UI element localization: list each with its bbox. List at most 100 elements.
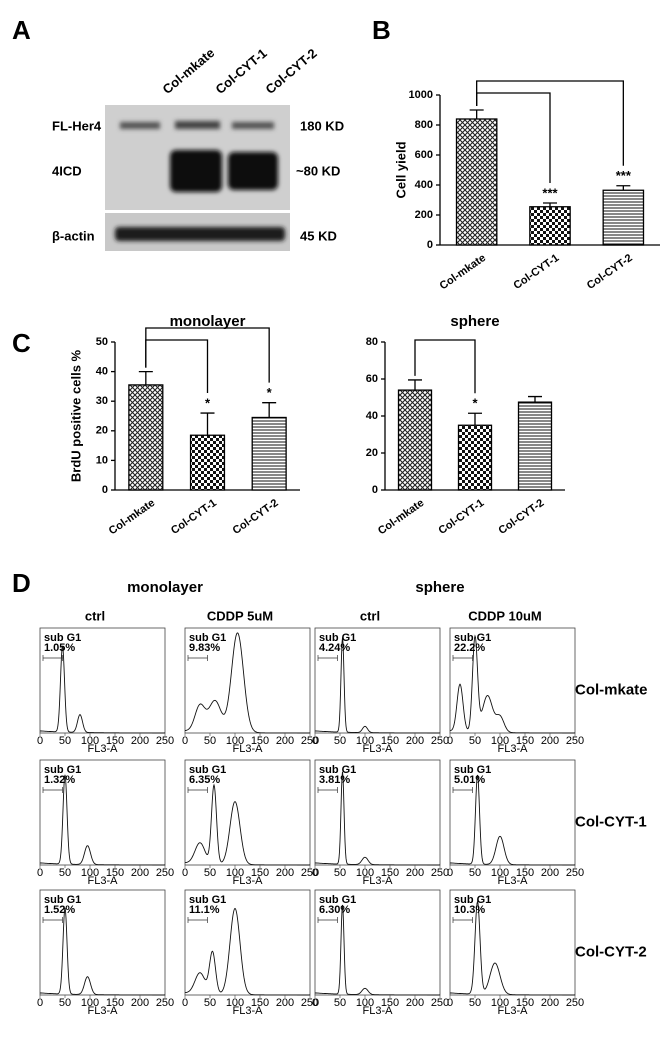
x-axis-label: FL3-A [233, 1005, 264, 1017]
subg1-percent: 5.01% [454, 774, 485, 786]
bar [602, 189, 645, 246]
y-axis-label: BrdU positive cells % [68, 349, 83, 482]
histogram-frame [184, 759, 311, 866]
y-tick-label: 0 [372, 484, 378, 496]
x-tick-label: 250 [301, 735, 319, 747]
x-tick-label: 50 [334, 997, 346, 1009]
histogram-frame [449, 759, 576, 866]
x-tick-label: 250 [156, 735, 174, 747]
significance: * [472, 396, 478, 411]
x-tick-label: 50 [469, 867, 481, 879]
row-label: FL-Her4 [52, 118, 102, 133]
x-tick-label: 100 [81, 735, 99, 747]
y-tick-label: 80 [366, 336, 378, 348]
x-tick-label: 250 [431, 867, 449, 879]
x-tick-label: Col-CYT-1 [169, 497, 219, 537]
subg1-percent: 1.05% [44, 642, 75, 654]
row-label: Col-CYT-2 [575, 943, 647, 960]
bar [189, 434, 226, 491]
x-tick-label: 200 [131, 997, 149, 1009]
subg1-percent: 6.35% [189, 774, 220, 786]
bracket [476, 80, 624, 166]
histogram-frame [184, 627, 311, 734]
x-tick-label: 100 [491, 735, 509, 747]
x-axis-label: FL3-A [363, 875, 394, 887]
group-header: monolayer [127, 579, 203, 596]
histogram-curve [315, 771, 440, 866]
error-bar [200, 412, 215, 436]
x-tick-label: 200 [406, 735, 424, 747]
x-tick-label: 100 [81, 867, 99, 879]
gate [187, 655, 208, 661]
row-label: 4ICD [52, 163, 82, 178]
x-tick-label: 0 [447, 867, 453, 879]
significance: *** [616, 168, 632, 183]
y-tick-label: 1000 [409, 89, 433, 101]
x-tick-label: 250 [301, 997, 319, 1009]
gate-label: sub G1 [454, 632, 491, 644]
gate-label: sub G1 [44, 764, 81, 776]
x-tick-label: 200 [131, 735, 149, 747]
x-tick-label: 0 [37, 867, 43, 879]
x-axis-label: FL3-A [233, 743, 264, 755]
x-tick-label: 50 [469, 735, 481, 747]
bar [128, 384, 164, 491]
gate [42, 655, 63, 661]
x-tick-label: 200 [541, 735, 559, 747]
x-tick-label: 150 [516, 735, 534, 747]
x-tick-label: 150 [516, 867, 534, 879]
x-tick-label: 100 [226, 735, 244, 747]
bar [457, 424, 493, 491]
subg1-percent: 4.24% [319, 642, 350, 654]
gate [187, 787, 208, 793]
x-tick-label: 100 [356, 997, 374, 1009]
error-bar [616, 185, 631, 191]
x-tick-label: Col-mkate [438, 252, 488, 292]
y-tick-label: 0 [102, 484, 108, 496]
x-tick-label: 50 [334, 735, 346, 747]
x-tick-label: 0 [37, 997, 43, 1009]
error-bar [408, 379, 422, 391]
gate [317, 917, 338, 923]
histogram-curve [450, 900, 575, 996]
x-tick-label: 0 [182, 997, 188, 1009]
x-tick-label: 200 [541, 867, 559, 879]
x-axis-label: FL3-A [498, 1005, 529, 1017]
gate-label: sub G1 [44, 632, 81, 644]
x-tick-label: Col-CYT-2 [496, 497, 546, 537]
size-label: ~80 KD [296, 163, 340, 178]
y-tick-label: 30 [96, 395, 108, 407]
y-tick-label: 200 [415, 209, 433, 221]
x-tick-label: 250 [431, 997, 449, 1009]
panel-label: A [12, 15, 31, 45]
row-label: β-actin [52, 228, 95, 243]
group-header: sphere [415, 579, 464, 596]
gate-label: sub G1 [189, 764, 226, 776]
histogram-curve [315, 904, 440, 996]
histogram-curve [184, 907, 310, 996]
panel-label: D [12, 568, 31, 598]
y-tick-label: 0 [427, 239, 433, 251]
x-tick-label: 100 [356, 867, 374, 879]
x-tick-label: 100 [491, 867, 509, 879]
x-tick-label: 100 [81, 997, 99, 1009]
x-tick-label: Col-CYT-2 [231, 497, 281, 537]
error-bar [468, 412, 482, 426]
lane-label: Col-mkate [159, 45, 217, 97]
histogram-curve [184, 632, 310, 734]
histogram-frame [184, 889, 311, 996]
x-tick-label: 200 [406, 867, 424, 879]
x-tick-label: 150 [106, 997, 124, 1009]
x-tick-label: 150 [516, 997, 534, 1009]
x-tick-label: 0 [312, 867, 318, 879]
chart-title: sphere [450, 313, 499, 330]
gate [317, 787, 338, 793]
x-tick-label: 150 [251, 867, 269, 879]
x-tick-label: 150 [106, 735, 124, 747]
x-tick-label: 0 [312, 997, 318, 1009]
x-tick-label: 200 [131, 867, 149, 879]
subg1-percent: 6.30% [319, 904, 350, 916]
y-tick-label: 40 [96, 366, 108, 378]
subg1-percent: 11.1% [189, 904, 220, 916]
